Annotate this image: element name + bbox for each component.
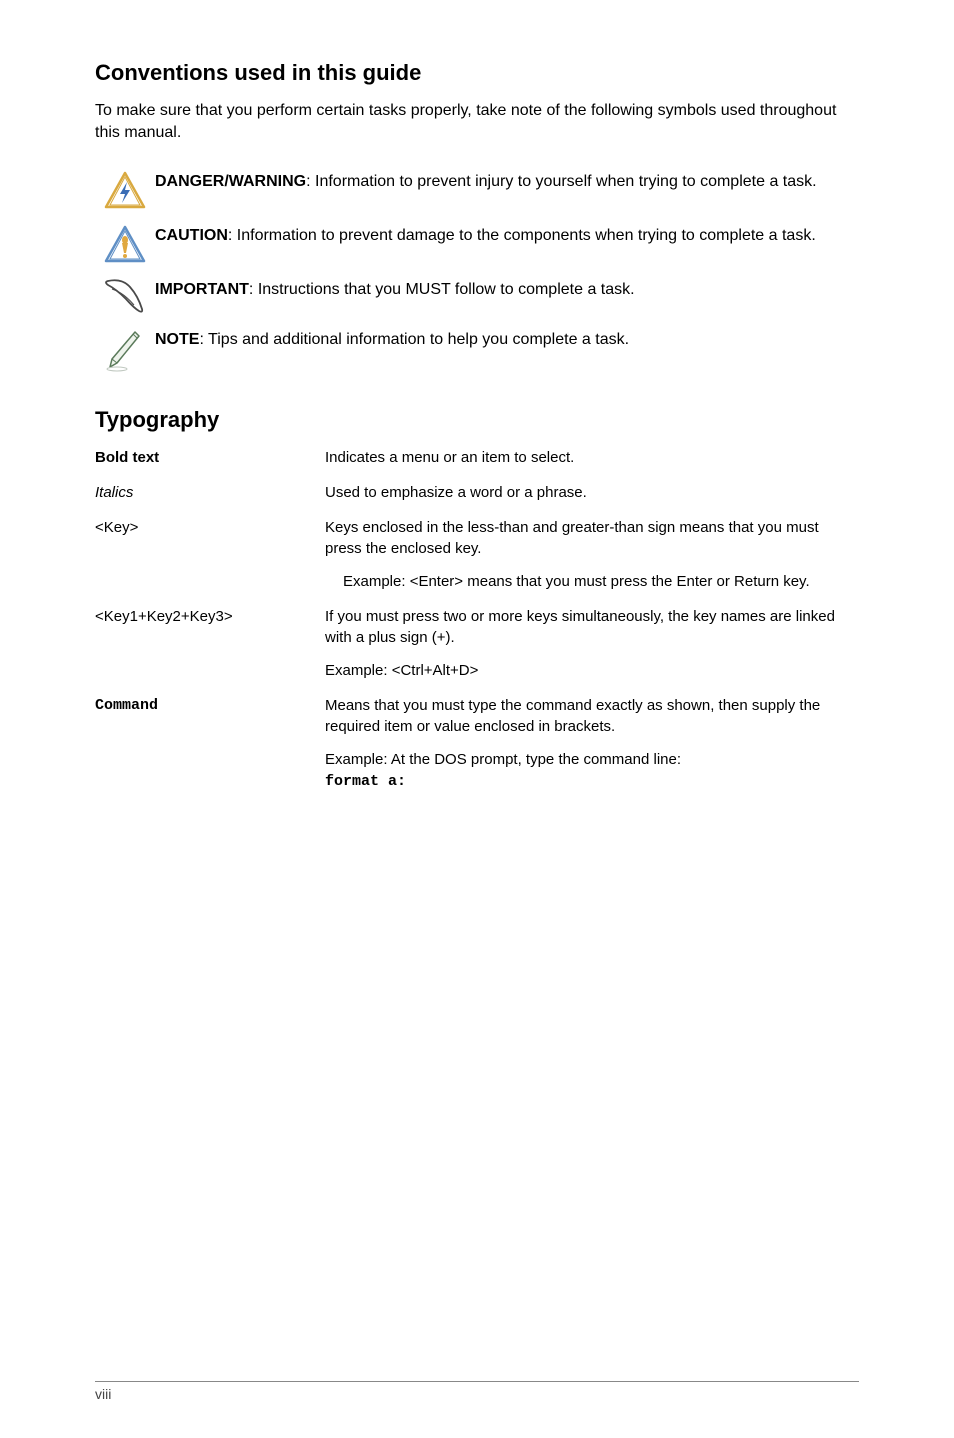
note-label: NOTE	[155, 331, 199, 348]
table-row: Bold text Indicates a menu or an item to…	[95, 447, 859, 482]
caution-icon	[95, 225, 155, 265]
danger-block: DANGER/WARNING: Information to prevent i…	[95, 171, 859, 211]
command-example-cmd: format a:	[325, 773, 406, 790]
key-example: Example: <Enter> means that you must pre…	[325, 571, 859, 592]
note-text: NOTE: Tips and additional information to…	[155, 329, 629, 351]
danger-label: DANGER/WARNING	[155, 173, 306, 190]
bold-text-label: Bold text	[95, 447, 325, 482]
typography-table: Bold text Indicates a menu or an item to…	[95, 447, 859, 806]
table-row: <Key1+Key2+Key3> If you must press two o…	[95, 606, 859, 695]
note-desc: : Tips and additional information to hel…	[199, 331, 629, 348]
command-label: Command	[95, 695, 325, 806]
important-icon	[95, 279, 155, 315]
command-example-block: Example: At the DOS prompt, type the com…	[325, 749, 859, 792]
page-number: viii	[95, 1386, 111, 1402]
italics-label: Italics	[95, 482, 325, 517]
important-block: IMPORTANT: Instructions that you MUST fo…	[95, 279, 859, 315]
bold-text-desc: Indicates a menu or an item to select.	[325, 447, 859, 482]
command-desc: Means that you must type the command exa…	[325, 697, 820, 735]
caution-desc: : Information to prevent damage to the c…	[228, 227, 816, 244]
important-desc: : Instructions that you MUST follow to c…	[249, 281, 635, 298]
table-row: Command Means that you must type the com…	[95, 695, 859, 806]
table-row: <Key> Keys enclosed in the less-than and…	[95, 517, 859, 606]
danger-icon	[95, 171, 155, 211]
page-footer: viii	[95, 1381, 859, 1402]
key-label: <Key>	[95, 517, 325, 606]
note-block: NOTE: Tips and additional information to…	[95, 329, 859, 373]
note-icon	[95, 329, 155, 373]
danger-desc: : Information to prevent injury to yours…	[306, 173, 816, 190]
key-cell: Keys enclosed in the less-than and great…	[325, 517, 859, 606]
intro-text: To make sure that you perform certain ta…	[95, 100, 859, 145]
combo-cell: If you must press two or more keys simul…	[325, 606, 859, 695]
caution-text: CAUTION: Information to prevent damage t…	[155, 225, 816, 247]
typography-heading: Typography	[95, 407, 859, 433]
italics-desc: Used to emphasize a word or a phrase.	[325, 482, 859, 517]
command-example-intro: Example: At the DOS prompt, type the com…	[325, 751, 681, 768]
conventions-heading: Conventions used in this guide	[95, 60, 859, 86]
combo-example: Example: <Ctrl+Alt+D>	[325, 660, 859, 681]
combo-label: <Key1+Key2+Key3>	[95, 606, 325, 695]
danger-text: DANGER/WARNING: Information to prevent i…	[155, 171, 817, 193]
key-desc: Keys enclosed in the less-than and great…	[325, 519, 819, 557]
caution-block: CAUTION: Information to prevent damage t…	[95, 225, 859, 265]
command-cell: Means that you must type the command exa…	[325, 695, 859, 806]
combo-desc: If you must press two or more keys simul…	[325, 608, 835, 646]
important-label: IMPORTANT	[155, 281, 249, 298]
table-row: Italics Used to emphasize a word or a ph…	[95, 482, 859, 517]
important-text: IMPORTANT: Instructions that you MUST fo…	[155, 279, 635, 301]
caution-label: CAUTION	[155, 227, 228, 244]
